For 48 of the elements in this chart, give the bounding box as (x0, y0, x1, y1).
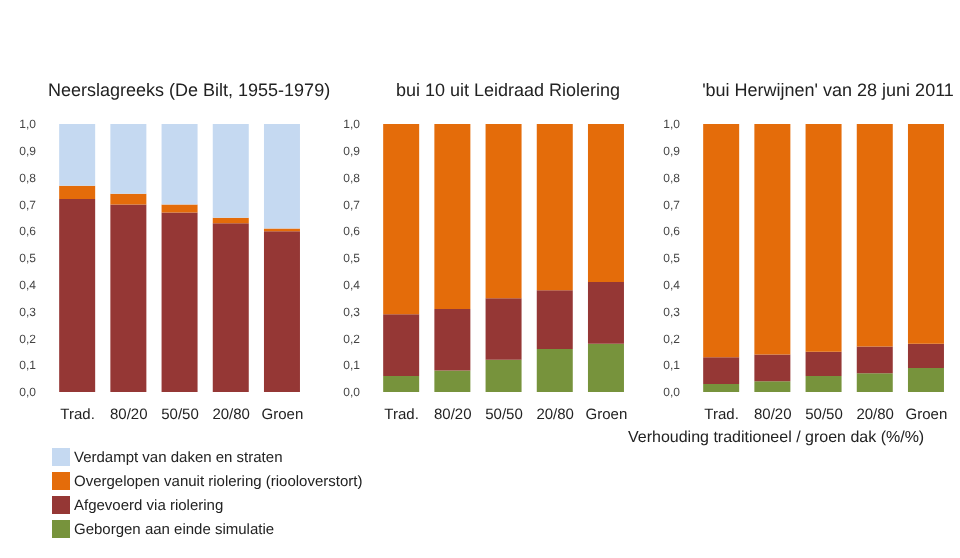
bar (587, 124, 624, 283)
bar (536, 349, 573, 392)
bar (703, 124, 740, 358)
bar (587, 282, 624, 344)
bar (485, 124, 522, 299)
bar (434, 370, 471, 392)
bar (212, 217, 249, 224)
x-axis-title: Verhouding traditioneel / groen dak (%/%) (628, 428, 927, 446)
bar (59, 124, 96, 186)
bar (212, 223, 249, 392)
bar (485, 298, 522, 360)
bar (383, 124, 420, 315)
bar (110, 124, 147, 194)
bar (805, 351, 842, 376)
bar (383, 375, 420, 392)
bar (856, 124, 893, 347)
bar (703, 357, 740, 384)
bar (856, 346, 893, 374)
bar (536, 290, 573, 350)
bar (856, 373, 893, 392)
bar (907, 367, 944, 392)
bar (110, 193, 147, 205)
bar (587, 343, 624, 392)
bar (907, 124, 944, 344)
bar (754, 124, 791, 355)
bar (110, 204, 147, 392)
chart-title: bui 10 uit Leidraad Riolering (395, 80, 621, 100)
bar (212, 124, 249, 218)
chart-title: Neerslagreeks (De Bilt, 1955-1979) (46, 80, 331, 104)
bar (485, 359, 522, 392)
bar (434, 308, 471, 371)
bar (263, 124, 300, 229)
bar (59, 185, 96, 200)
bar (805, 124, 842, 352)
bar (161, 204, 198, 213)
bar (754, 354, 791, 382)
bar (907, 343, 944, 368)
bar (161, 212, 198, 392)
bar (805, 375, 842, 392)
bar (59, 199, 96, 392)
bar (703, 383, 740, 392)
bar (434, 124, 471, 309)
bar (263, 231, 300, 392)
bar (383, 314, 420, 376)
bar (161, 124, 198, 205)
bar (754, 381, 791, 392)
bar (536, 124, 573, 291)
chart-title: 'bui Herwijnen' van 28 juni 2011 (700, 80, 956, 104)
